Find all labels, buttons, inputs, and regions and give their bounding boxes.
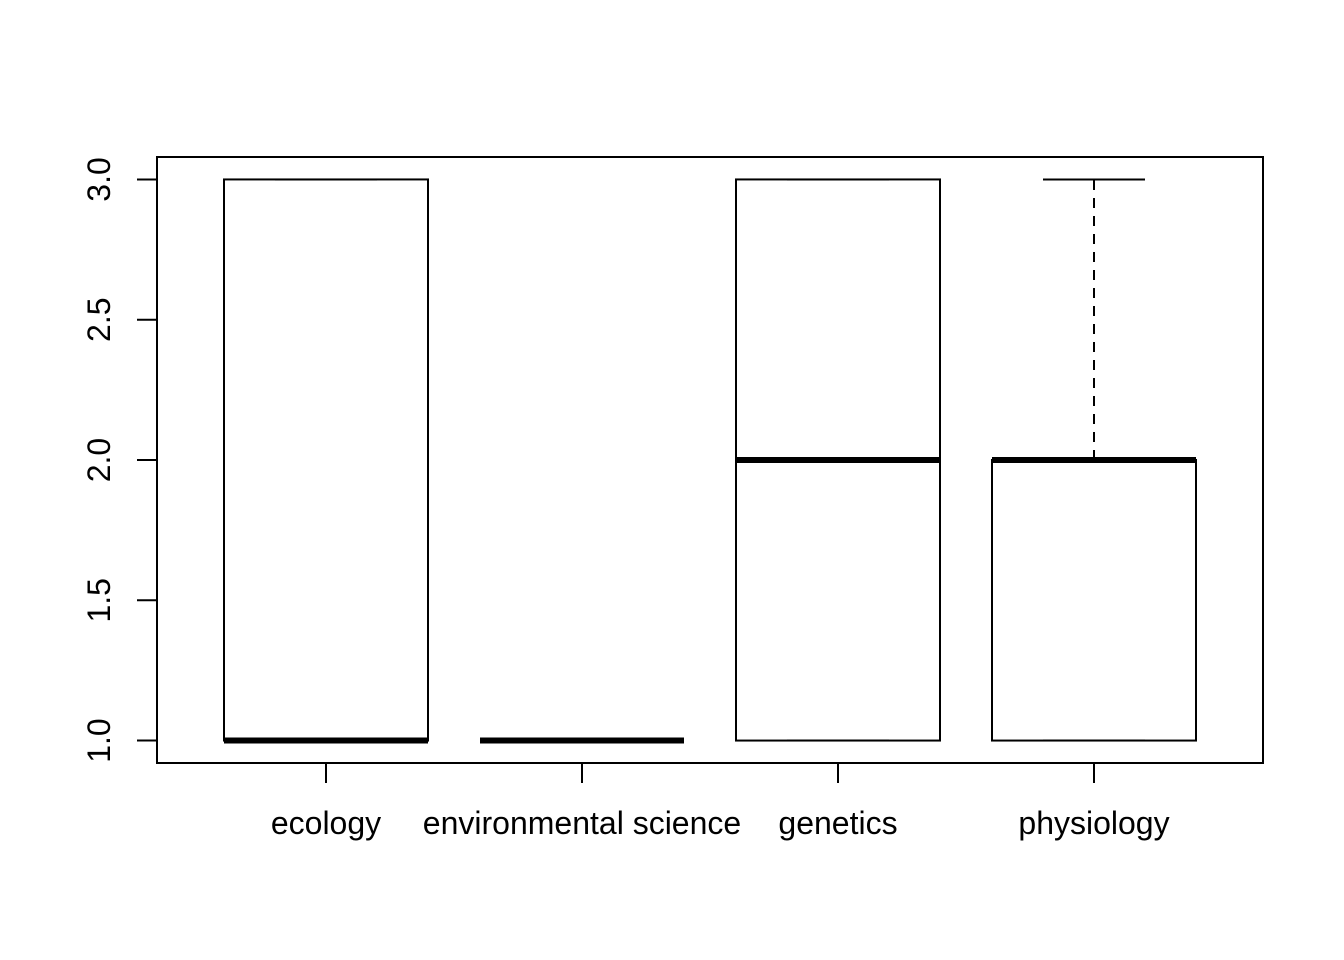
box-ecology [223,178,429,744]
x-tick-label: ecology [271,805,381,841]
box-genetics [735,178,941,742]
x-tick-label: physiology [1018,805,1169,841]
y-axis: 1.0 1.5 2.0 2.5 3.0 [81,157,158,763]
y-tick-label: 1.5 [81,578,117,622]
box-iqr [991,459,1197,742]
x-tick-label: environmental science [423,805,741,841]
x-tick-label: genetics [778,805,897,841]
box-physiology [991,178,1197,742]
y-tick-label: 2.5 [81,297,117,341]
y-tick-label: 1.0 [81,718,117,762]
x-axis: ecology environmental science genetics phys… [271,762,1170,841]
box-series [223,178,1197,744]
box-iqr [223,178,429,742]
y-tick-label: 3.0 [81,157,117,201]
y-tick-label: 2.0 [81,438,117,482]
